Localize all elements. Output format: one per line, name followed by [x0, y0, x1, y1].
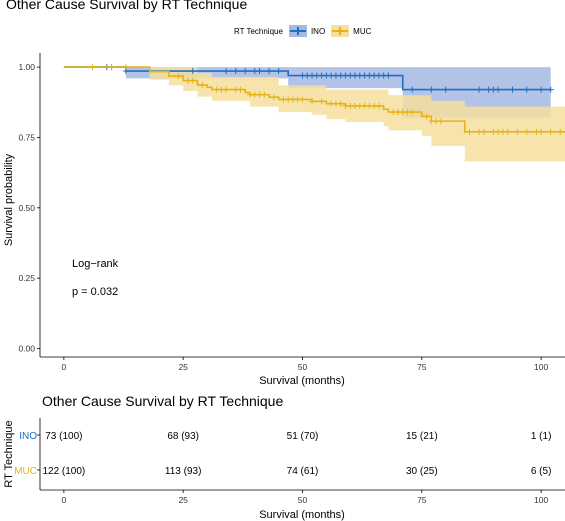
censor-mark-muc	[309, 98, 316, 105]
x-axis-label: Survival (months)	[259, 375, 345, 387]
censor-mark-ino	[442, 86, 449, 93]
pvalue-label: p = 0.032	[72, 286, 118, 298]
risk-table-title: Other Cause Survival by RT Technique	[42, 393, 284, 409]
censor-mark-ino	[256, 68, 263, 75]
x-tick-label: 25	[178, 362, 188, 372]
chart-title: Other Cause Survival by RT Technique	[6, 0, 248, 12]
risk-cell-ino: 15 (21)	[406, 431, 438, 442]
legend-key-ino	[288, 25, 307, 37]
censor-mark-ino	[509, 86, 516, 93]
risk-cell-muc: 113 (93)	[165, 466, 202, 477]
censor-mark-ino	[523, 86, 530, 93]
censor-mark-muc	[175, 73, 182, 80]
censor-mark-ino	[275, 68, 282, 75]
risk-table-x-axis-label: Survival (months)	[259, 509, 345, 521]
censor-mark-muc	[514, 128, 521, 135]
censor-mark-muc	[523, 128, 530, 135]
censor-mark-muc	[122, 64, 129, 71]
censor-mark-muc	[237, 86, 244, 93]
censor-mark-muc	[466, 128, 473, 135]
censor-mark-ino	[409, 86, 416, 93]
x-axis-ticks: 0 25 50 75 100	[61, 357, 548, 372]
risk-row-label-muc: MUC	[14, 466, 37, 477]
risk-table: INO 73 (100) 68 (93) 51 (70) 15 (21) 1 (1) MUC…	[14, 431, 551, 505]
censor-mark-muc	[557, 128, 564, 135]
risk-cell-muc: 6 (5)	[531, 466, 552, 477]
censor-mark-ino	[547, 86, 554, 93]
censor-mark-muc	[108, 64, 115, 71]
y-tick-label: 0.75	[18, 132, 35, 142]
logrank-label: Log−rank	[72, 258, 119, 270]
y-tick-label: 0.25	[18, 273, 35, 283]
censor-mark-ino	[242, 68, 249, 75]
risk-cell-muc: 122 (100)	[42, 466, 85, 477]
censor-mark-muc	[270, 94, 277, 101]
y-tick-label: 0.00	[18, 344, 35, 354]
legend-label-ino: INO	[310, 26, 326, 36]
censor-mark-ino	[495, 86, 502, 93]
risk-x-tick-label: 100	[534, 495, 548, 505]
x-tick-label: 0	[61, 362, 66, 372]
censor-mark-ino	[223, 68, 230, 75]
censor-mark-muc	[223, 86, 230, 93]
x-tick-label: 50	[298, 362, 308, 372]
legend-label-muc: MUC	[353, 26, 372, 36]
legend-title: RT Technique	[234, 26, 283, 36]
censor-mark-muc	[437, 118, 444, 125]
y-tick-label: 0.50	[18, 203, 35, 213]
y-axis-label: Survival probability	[3, 153, 15, 246]
censor-mark-muc	[504, 128, 511, 135]
censor-mark-muc	[547, 128, 554, 135]
risk-x-tick-label: 0	[61, 495, 66, 505]
censor-mark-muc	[189, 77, 196, 84]
legend: RT Technique INO MUC	[234, 24, 371, 38]
risk-cell-muc: 30 (25)	[406, 466, 438, 477]
censor-mark-muc	[337, 100, 344, 107]
risk-x-tick-label: 50	[298, 495, 308, 505]
risk-cell-ino: 68 (93)	[167, 431, 199, 442]
censor-mark-ino	[189, 68, 196, 75]
censor-mark-muc	[409, 109, 416, 116]
risk-x-tick-label: 25	[178, 495, 188, 505]
censor-mark-muc	[480, 128, 487, 135]
ci-band-muc	[63, 67, 565, 162]
censor-mark-muc	[261, 91, 268, 98]
x-tick-label: 100	[534, 362, 548, 372]
legend-key-muc	[331, 25, 350, 37]
censor-mark-ino	[428, 86, 435, 93]
x-tick-label: 75	[417, 362, 427, 372]
risk-row-label-ino: INO	[19, 431, 37, 442]
risk-cell-ino: 73 (100)	[45, 431, 82, 442]
censor-mark-muc	[538, 128, 545, 135]
censor-mark-ino	[538, 86, 545, 93]
risk-x-tick-label: 75	[417, 495, 427, 505]
censor-mark-muc	[375, 102, 382, 109]
censor-mark-ino	[232, 68, 239, 75]
censor-mark-ino	[385, 72, 392, 79]
censor-mark-muc	[199, 82, 206, 89]
y-tick-label: 1.00	[18, 62, 35, 72]
risk-cell-muc: 74 (61)	[287, 466, 319, 477]
risk-cell-ino: 51 (70)	[287, 431, 319, 442]
censor-mark-muc	[89, 64, 96, 71]
censor-mark-muc	[299, 96, 306, 103]
y-axis-ticks: 0.00 0.25 0.50 0.75 1.00	[18, 62, 40, 354]
censor-mark-muc	[423, 113, 430, 120]
censor-mark-muc	[318, 98, 325, 105]
risk-table-y-axis-label: RT Technique	[3, 420, 15, 487]
risk-cell-ino: 1 (1)	[531, 431, 552, 442]
censor-mark-ino	[266, 68, 273, 75]
censor-marks-muc	[89, 64, 564, 135]
censor-mark-ino	[476, 86, 483, 93]
